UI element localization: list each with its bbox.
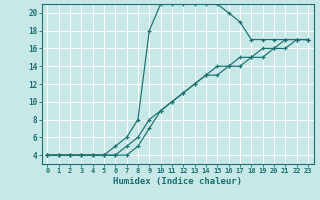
X-axis label: Humidex (Indice chaleur): Humidex (Indice chaleur) [113, 177, 242, 186]
